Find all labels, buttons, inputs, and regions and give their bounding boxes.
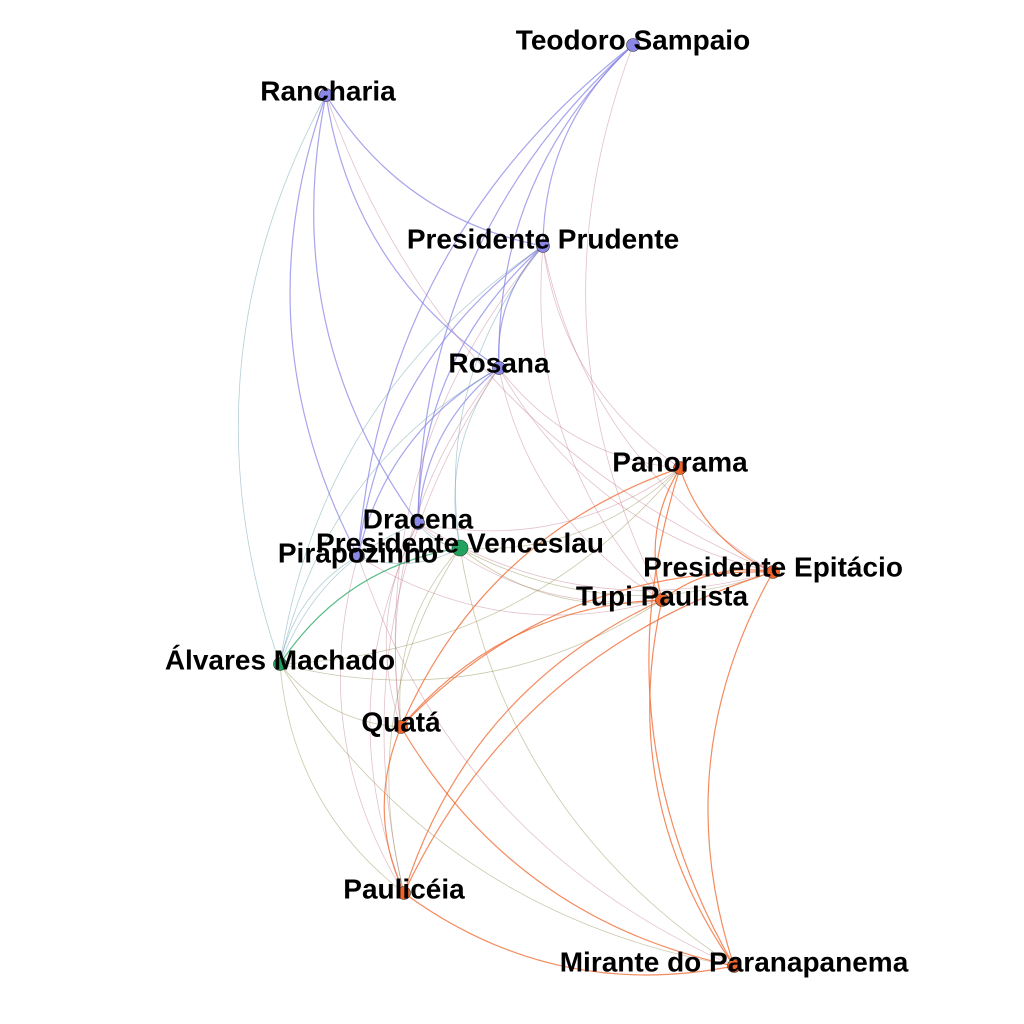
node-panorama[interactable] (673, 461, 687, 475)
edge-rancharia-epitacio (325, 94, 774, 573)
labels-layer: Teodoro Sampaio Rancharia Presidente Prude… (165, 24, 909, 977)
edge-venceslau-quata (399, 547, 461, 728)
edge-prudente-pirapozinho (357, 245, 544, 557)
node-prudente[interactable] (536, 239, 550, 253)
edge-rosana-tupi (498, 367, 663, 601)
edge-prudente-tupi (540, 245, 663, 601)
edge-prudente-alvares (279, 245, 544, 665)
edge-pirapozinho-pauliceia (339, 555, 405, 894)
node-pauliceia[interactable] (397, 886, 411, 900)
edge-rosana-dracena (417, 367, 500, 524)
node-label-rosana: Rosana (448, 347, 550, 378)
node-quata[interactable] (394, 720, 408, 734)
edge-dracena-quata (385, 522, 419, 728)
nodes-layer (273, 38, 780, 973)
edge-panorama-tupi (654, 467, 681, 601)
edges-layer (237, 44, 774, 976)
edge-rosana-pirapozinho (357, 367, 500, 557)
edge-alvares-panorama (279, 467, 681, 665)
edge-prudente-quata (394, 245, 544, 728)
edge-teodoro-rosana (498, 44, 634, 369)
node-epitacio[interactable] (766, 565, 780, 579)
node-label-alvares: Álvares Machado (165, 644, 395, 675)
edge-alvares-tupi (279, 599, 663, 681)
edge-panorama-quata (400, 467, 681, 728)
edge-pirapozinho-venceslau (357, 547, 461, 564)
edge-panorama-epitacio (679, 467, 774, 573)
edge-epitacio-quata (400, 571, 774, 728)
edge-alvares-quata (279, 663, 402, 728)
edge-rancharia-rosana (325, 94, 500, 369)
edge-alvares-pauliceia (279, 663, 405, 894)
node-venceslau[interactable] (451, 539, 469, 557)
node-label-quata: Quatá (361, 706, 441, 737)
edge-pirapozinho-tupi (357, 555, 663, 616)
edge-tupi-mirante (649, 599, 735, 967)
edge-pauliceia-mirante (403, 892, 735, 976)
edge-prudente-epitacio (542, 245, 774, 573)
edge-quata-mirante (400, 726, 735, 967)
node-label-pirapozinho: Pirapozinho (278, 537, 438, 568)
node-rosana[interactable] (492, 361, 506, 375)
edge-venceslau-pauliceia (388, 547, 461, 894)
node-pirapozinho[interactable] (351, 549, 365, 563)
node-label-teodoro: Teodoro Sampaio (516, 24, 750, 55)
edge-rosana-venceslau (454, 367, 500, 549)
node-label-mirante: Mirante do Paranapanema (560, 946, 909, 977)
edge-panorama-mirante (648, 467, 735, 967)
edge-dracena-tupi (417, 522, 663, 603)
edge-teodoro-pirapozinho (357, 44, 634, 557)
node-rancharia[interactable] (319, 88, 333, 102)
edge-venceslau-alvares (279, 547, 461, 665)
edge-rosana-pauliceia (383, 367, 500, 894)
edge-venceslau-epitacio (459, 547, 774, 596)
edge-rancharia-pirapozinho (289, 94, 359, 557)
node-dracena[interactable] (411, 516, 425, 530)
edge-pirapozinho-mirante (357, 555, 735, 967)
node-mirante[interactable] (727, 959, 741, 973)
node-label-venceslau: Presidente Venceslau (316, 527, 604, 558)
edge-rosana-epitacio (498, 367, 774, 573)
edge-quata-pauliceia (383, 726, 405, 894)
node-label-epitacio: Presidente Epitácio (643, 551, 903, 582)
edge-prudente-panorama (542, 245, 681, 469)
edge-rancharia-prudente (325, 94, 544, 247)
edge-prudente-rosana (497, 245, 544, 369)
edge-rosana-panorama (498, 367, 681, 469)
node-label-rancharia: Rancharia (260, 75, 396, 106)
edge-rancharia-dracena (313, 94, 419, 524)
edge-rancharia-alvares (237, 94, 327, 665)
edge-dracena-panorama (417, 467, 681, 532)
edge-pirapozinho-alvares (279, 555, 359, 665)
node-label-pauliceia: Paulicéia (343, 873, 465, 904)
node-tupi[interactable] (655, 593, 669, 607)
node-alvares[interactable] (273, 657, 287, 671)
edge-tupi-quata (400, 599, 663, 728)
node-teodoro[interactable] (626, 38, 640, 52)
node-label-panorama: Panorama (612, 446, 748, 477)
edge-venceslau-panorama (459, 467, 681, 550)
node-label-prudente: Presidente Prudente (407, 223, 679, 254)
edge-venceslau-mirante (459, 547, 735, 967)
edge-teodoro-dracena (417, 44, 634, 524)
edge-dracena-alvares (279, 522, 419, 665)
node-label-dracena: Dracena (363, 503, 474, 534)
edge-epitacio-pauliceia (403, 571, 774, 894)
edge-teodoro-tupi (585, 44, 663, 601)
edge-venceslau-tupi (459, 547, 663, 605)
edge-alvares-mirante (279, 663, 735, 967)
edge-tupi-pauliceia (403, 599, 663, 894)
edge-prudente-dracena (417, 245, 544, 524)
edge-epitacio-mirante (707, 571, 774, 967)
edge-rosana-alvares (279, 367, 500, 665)
node-label-tupi: Tupi Paulista (576, 580, 749, 611)
edge-teodoro-prudente (542, 44, 634, 247)
edge-rosana-quata (394, 367, 500, 728)
